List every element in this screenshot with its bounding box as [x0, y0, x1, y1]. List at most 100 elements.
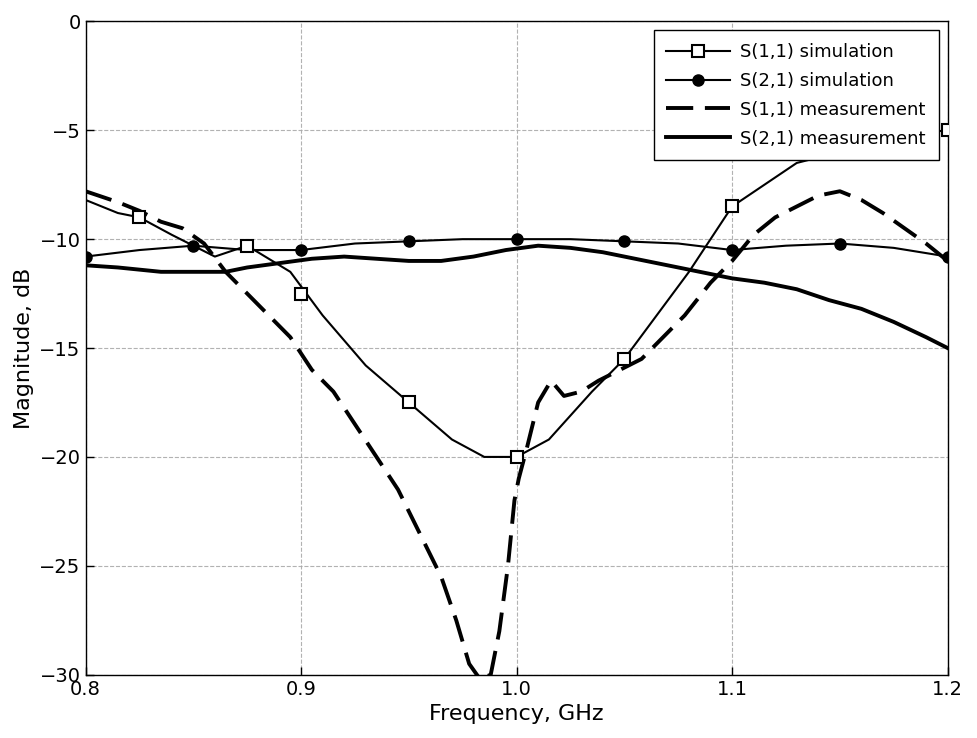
X-axis label: Frequency, GHz: Frequency, GHz: [429, 704, 604, 724]
S(1,1) simulation: [543, 435, 555, 444]
Line: S(1,1) measurement: S(1,1) measurement: [86, 191, 948, 679]
S(1,1) measurement: [436, 572, 447, 581]
S(1,1) measurement: [241, 289, 253, 298]
S(1,1) simulation: [651, 311, 662, 320]
S(2,1) measurement: [306, 255, 318, 263]
S(1,1) measurement: [545, 376, 557, 385]
S(1,1) simulation: [586, 387, 598, 396]
S(1,1) simulation: [834, 148, 846, 156]
S(1,1) measurement: [474, 675, 486, 683]
S(2,1) measurement: [500, 246, 512, 255]
S(1,1) measurement: [791, 202, 803, 211]
S(1,1) simulation: [942, 126, 954, 135]
S(1,1) measurement: [636, 354, 648, 363]
S(1,1) measurement: [263, 311, 275, 320]
S(1,1) measurement: [747, 230, 759, 239]
S(1,1) simulation: [403, 398, 414, 407]
S(1,1) measurement: [856, 196, 868, 204]
S(1,1) simulation: [80, 196, 92, 204]
S(1,1) measurement: [392, 485, 404, 494]
S(1,1) measurement: [370, 452, 382, 461]
S(2,1) simulation: [565, 235, 576, 244]
S(1,1) measurement: [493, 627, 505, 635]
S(1,1) measurement: [658, 333, 669, 342]
S(2,1) simulation: [188, 241, 199, 250]
S(1,1) measurement: [327, 387, 339, 396]
S(1,1) measurement: [413, 528, 425, 537]
S(2,1) simulation: [780, 241, 791, 250]
S(1,1) simulation: [758, 180, 770, 189]
Line: S(1,1) simulation: S(1,1) simulation: [86, 131, 948, 457]
S(2,1) measurement: [436, 257, 447, 266]
S(2,1) simulation: [295, 246, 307, 255]
S(1,1) simulation: [867, 139, 878, 148]
S(2,1) measurement: [661, 261, 673, 269]
S(2,1) measurement: [134, 265, 146, 274]
S(1,1) measurement: [112, 198, 124, 207]
S(1,1) measurement: [899, 224, 911, 232]
S(2,1) simulation: [241, 246, 253, 255]
S(1,1) measurement: [726, 257, 738, 266]
Line: S(2,1) measurement: S(2,1) measurement: [86, 246, 948, 348]
S(2,1) measurement: [241, 263, 253, 272]
S(1,1) simulation: [241, 241, 253, 250]
S(2,1) simulation: [511, 235, 523, 244]
S(1,1) simulation: [479, 452, 490, 461]
S(1,1) simulation: [683, 267, 695, 276]
S(1,1) measurement: [463, 659, 475, 668]
Legend: S(1,1) simulation, S(2,1) simulation, S(1,1) measurement, S(2,1) measurement: S(1,1) simulation, S(2,1) simulation, S(…: [654, 30, 939, 160]
S(1,1) measurement: [834, 187, 846, 196]
S(1,1) simulation: [360, 361, 371, 370]
S(2,1) measurement: [597, 248, 609, 257]
S(1,1) measurement: [349, 420, 361, 429]
S(2,1) simulation: [942, 252, 954, 261]
S(1,1) measurement: [509, 496, 521, 505]
S(1,1) simulation: [284, 267, 296, 276]
S(1,1) measurement: [450, 615, 462, 624]
S(1,1) measurement: [877, 209, 889, 218]
S(2,1) measurement: [920, 333, 932, 342]
S(2,1) measurement: [565, 244, 576, 252]
S(1,1) measurement: [155, 217, 167, 226]
S(1,1) simulation: [112, 209, 124, 218]
S(1,1) simulation: [134, 213, 146, 222]
S(2,1) measurement: [694, 267, 705, 276]
S(2,1) measurement: [80, 261, 92, 269]
S(1,1) simulation: [899, 130, 911, 139]
S(2,1) simulation: [134, 246, 146, 255]
S(1,1) simulation: [446, 435, 458, 444]
S(2,1) simulation: [888, 244, 900, 252]
S(2,1) simulation: [80, 252, 92, 261]
S(2,1) measurement: [370, 255, 382, 263]
S(1,1) measurement: [942, 257, 954, 266]
S(1,1) simulation: [618, 354, 630, 363]
S(2,1) measurement: [532, 241, 544, 250]
S(1,1) measurement: [513, 475, 525, 483]
S(1,1) measurement: [485, 670, 496, 679]
S(2,1) simulation: [349, 239, 361, 248]
S(2,1) measurement: [188, 267, 199, 276]
S(1,1) measurement: [769, 213, 781, 222]
S(1,1) simulation: [317, 311, 328, 320]
S(2,1) simulation: [457, 235, 469, 244]
S(1,1) measurement: [615, 365, 626, 374]
S(2,1) simulation: [403, 237, 414, 246]
S(1,1) measurement: [593, 376, 605, 385]
S(2,1) measurement: [112, 263, 124, 272]
S(2,1) measurement: [856, 304, 868, 313]
S(1,1) simulation: [791, 159, 803, 168]
S(1,1) measurement: [558, 392, 570, 401]
S(2,1) measurement: [791, 285, 803, 294]
S(1,1) measurement: [306, 365, 318, 374]
S(1,1) simulation: [726, 202, 738, 211]
S(1,1) measurement: [198, 239, 210, 248]
S(1,1) measurement: [522, 441, 533, 450]
S(2,1) measurement: [468, 252, 480, 261]
S(1,1) measurement: [679, 311, 691, 320]
S(2,1) measurement: [824, 296, 835, 305]
Y-axis label: Magnitude, dB: Magnitude, dB: [14, 267, 34, 429]
S(2,1) measurement: [338, 252, 350, 261]
S(2,1) simulation: [618, 237, 630, 246]
S(1,1) measurement: [704, 278, 716, 287]
S(1,1) measurement: [920, 239, 932, 248]
